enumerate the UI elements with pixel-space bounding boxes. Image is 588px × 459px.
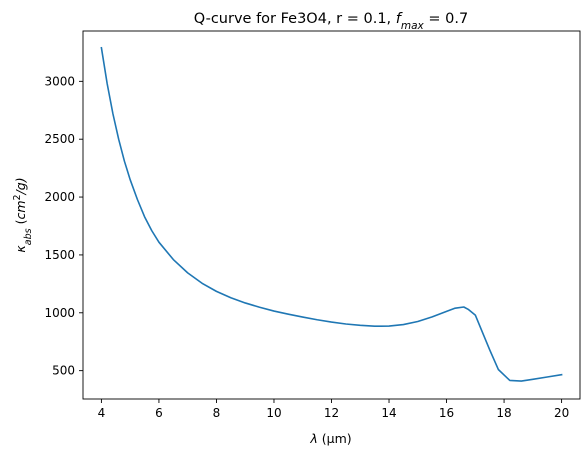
y-tick-label: 1500 [44,248,75,262]
y-tick-label: 2500 [44,132,75,146]
y-tick-label: 1000 [44,306,75,320]
y-tick-label: 2000 [44,190,75,204]
x-axis-label: λ (μm) [309,431,351,446]
data-series-line [100,46,563,382]
x-tick-label: 12 [324,406,339,420]
x-axis-ticks: 4 6 8 10 12 14 16 18 20 [98,399,569,420]
x-tick-label: 18 [496,406,511,420]
x-tick-label: 14 [381,406,396,420]
x-tick-label: 16 [439,406,454,420]
y-tick-label: 3000 [44,74,75,88]
y-tick-label: 500 [52,364,75,378]
y-axis-ticks: 500 1000 1500 2000 2500 3000 [44,74,83,378]
plot-area [83,31,580,399]
x-tick-label: 4 [98,406,106,420]
y-axis-label: κabs (cm2/g) [12,177,34,252]
x-tick-label: 6 [155,406,163,420]
x-tick-label: 20 [554,406,569,420]
chart-title: Q-curve for Fe3O4, r = 0.1, fmax = 0.7 [194,11,468,32]
x-tick-label: 10 [266,406,281,420]
x-tick-label: 8 [213,406,221,420]
